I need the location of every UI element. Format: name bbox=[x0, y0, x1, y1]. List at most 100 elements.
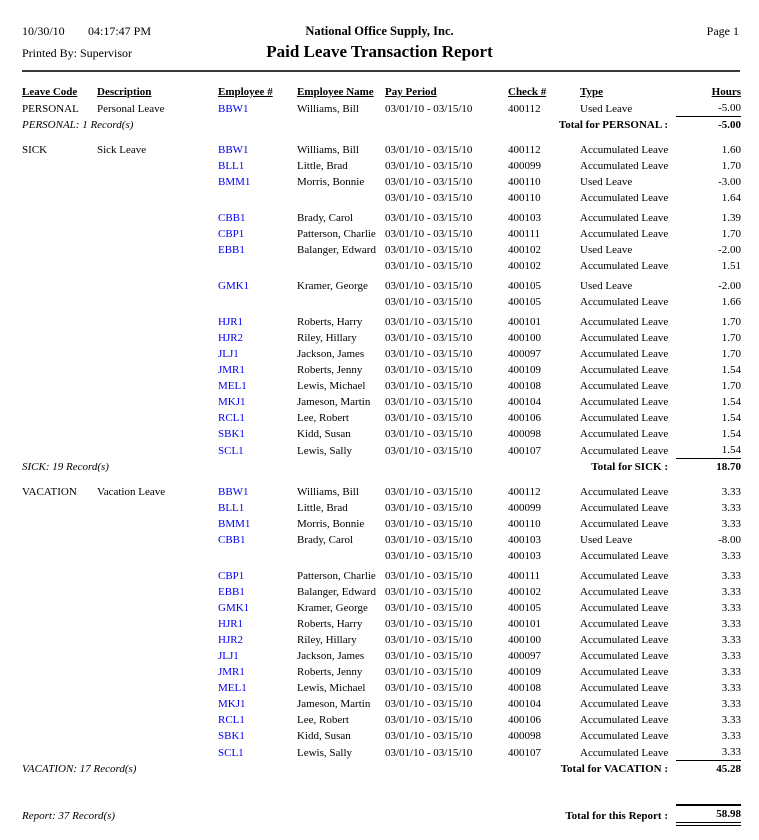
table-row: HJR1 Roberts, Harry 03/01/10 - 03/15/10 400… bbox=[22, 616, 741, 632]
report-date: 10/30/10 bbox=[22, 24, 65, 38]
employee-id-link[interactable]: SCL1 bbox=[218, 444, 244, 457]
employee-id-link[interactable]: EBB1 bbox=[218, 244, 245, 256]
check-number-cell: 400110 bbox=[508, 192, 541, 204]
employee-name-cell: Patterson, Charlie bbox=[297, 228, 376, 240]
description-cell bbox=[97, 378, 218, 394]
check-number-cell: 400111 bbox=[508, 228, 541, 240]
employee-id-link[interactable]: CBP1 bbox=[218, 570, 245, 582]
table-row: RCL1 Lee, Robert 03/01/10 - 03/15/10 400106… bbox=[22, 712, 741, 728]
employee-id-link[interactable]: BMM1 bbox=[218, 176, 251, 188]
employee-id-link[interactable]: SCL1 bbox=[218, 746, 244, 759]
employee-id-link[interactable]: JMR1 bbox=[218, 364, 245, 376]
employee-id-link[interactable]: CBP1 bbox=[218, 228, 245, 240]
employee-id-link[interactable]: HJR2 bbox=[218, 332, 244, 344]
section-total-label: Total for VACATION : bbox=[560, 763, 668, 775]
employee-id-link[interactable]: HJR2 bbox=[218, 634, 244, 646]
leave-type-cell: Accumulated Leave bbox=[580, 666, 669, 678]
leave-code-cell bbox=[22, 426, 97, 442]
hours-cell: 3.33 bbox=[721, 634, 741, 646]
hours-cell: 1.54 bbox=[721, 444, 741, 456]
hours-cell: 1.70 bbox=[721, 380, 741, 392]
employee-id-link[interactable]: EBB1 bbox=[218, 586, 245, 598]
employee-id-link[interactable]: GMK1 bbox=[218, 602, 250, 614]
leave-code-cell bbox=[22, 258, 97, 274]
employee-id-link[interactable]: BBW1 bbox=[218, 486, 249, 498]
leave-code-cell bbox=[22, 728, 97, 744]
hours-cell: 3.33 bbox=[721, 650, 741, 662]
employee-id-link[interactable]: BBW1 bbox=[218, 102, 249, 115]
description-cell bbox=[97, 680, 218, 696]
footer-gap bbox=[22, 786, 741, 805]
employee-id-link[interactable]: BMM1 bbox=[218, 518, 251, 530]
employee-id-link[interactable]: RCL1 bbox=[218, 412, 245, 424]
hours-cell: 3.33 bbox=[721, 698, 741, 710]
pay-period-cell: 03/01/10 - 03/15/10 bbox=[385, 650, 473, 662]
col-header-employee-name: Employee Name bbox=[297, 86, 374, 98]
check-number-cell: 400107 bbox=[508, 746, 541, 759]
employee-id-link[interactable]: JLJ1 bbox=[218, 348, 239, 360]
hours-cell: 3.33 bbox=[721, 618, 741, 630]
check-number-cell: 400108 bbox=[508, 380, 541, 392]
description-cell bbox=[97, 394, 218, 410]
employee-id-link[interactable]: RCL1 bbox=[218, 714, 245, 726]
pay-period-cell: 03/01/10 - 03/15/10 bbox=[385, 176, 473, 188]
employee-id-link[interactable]: MKJ1 bbox=[218, 698, 246, 710]
employee-id-link[interactable]: HJR1 bbox=[218, 316, 244, 328]
employee-id-link[interactable]: BBW1 bbox=[218, 144, 249, 156]
table-row: PERSONAL Personal Leave BBW1 Williams, Bill… bbox=[22, 100, 741, 117]
table-row: CBB1 Brady, Carol 03/01/10 - 03/15/10 40010… bbox=[22, 532, 741, 548]
table-row: 03/01/10 - 03/15/10 400105 Accumulated Lea… bbox=[22, 294, 741, 310]
employee-id-link[interactable]: JLJ1 bbox=[218, 650, 239, 662]
employee-id-link[interactable]: BLL1 bbox=[218, 160, 245, 172]
table-row: MEL1 Lewis, Michael 03/01/10 - 03/15/10 400… bbox=[22, 378, 741, 394]
pay-period-cell: 03/01/10 - 03/15/10 bbox=[385, 348, 473, 360]
pay-period-cell: 03/01/10 - 03/15/10 bbox=[385, 316, 473, 328]
description-cell bbox=[97, 330, 218, 346]
leave-code-cell bbox=[22, 242, 97, 258]
employee-id-link[interactable]: SBK1 bbox=[218, 730, 245, 742]
employee-id-link[interactable]: JMR1 bbox=[218, 666, 245, 678]
employee-name-cell: Lewis, Sally bbox=[297, 444, 352, 457]
description-cell bbox=[97, 600, 218, 616]
employee-id-link[interactable]: CBB1 bbox=[218, 212, 246, 224]
employee-id-link[interactable]: HJR1 bbox=[218, 618, 244, 630]
employee-name-cell: Williams, Bill bbox=[297, 144, 359, 156]
leave-type-cell: Accumulated Leave bbox=[580, 730, 669, 742]
leave-type-cell: Accumulated Leave bbox=[580, 518, 669, 530]
employee-id-link[interactable]: MEL1 bbox=[218, 380, 247, 392]
leave-type-cell: Accumulated Leave bbox=[580, 160, 669, 172]
check-number-cell: 400100 bbox=[508, 634, 541, 646]
leave-code-cell bbox=[22, 330, 97, 346]
pay-period-cell: 03/01/10 - 03/15/10 bbox=[385, 192, 473, 204]
section-total-row: VACATION: 17 Record(s) Total for VACATION… bbox=[22, 760, 741, 777]
employee-id-link[interactable]: MEL1 bbox=[218, 682, 247, 694]
leave-code-cell bbox=[22, 158, 97, 174]
leave-code-cell bbox=[22, 616, 97, 632]
check-number-cell: 400099 bbox=[508, 502, 541, 514]
employee-id-link[interactable]: MKJ1 bbox=[218, 396, 246, 408]
hours-cell: 1.51 bbox=[721, 260, 741, 272]
employee-id-link[interactable]: SBK1 bbox=[218, 428, 245, 440]
check-number-cell: 400110 bbox=[508, 518, 541, 530]
check-number-cell: 400097 bbox=[508, 348, 541, 360]
leave-transactions-table: Leave Code Description Employee # Employee … bbox=[22, 84, 741, 826]
leave-type-cell: Accumulated Leave bbox=[580, 746, 669, 759]
hours-cell: 3.33 bbox=[721, 502, 741, 514]
table-row: CBP1 Patterson, Charlie 03/01/10 - 03/15/1… bbox=[22, 226, 741, 242]
employee-id-link[interactable]: CBB1 bbox=[218, 534, 246, 546]
hours-cell: 3.33 bbox=[721, 682, 741, 694]
description-cell bbox=[97, 568, 218, 584]
hours-cell: 1.54 bbox=[721, 412, 741, 424]
leave-code-cell bbox=[22, 442, 97, 459]
employee-name-cell: Lewis, Michael bbox=[297, 380, 366, 392]
check-number-cell: 400098 bbox=[508, 428, 541, 440]
leave-type-cell: Accumulated Leave bbox=[580, 444, 669, 457]
hours-cell: 1.64 bbox=[721, 192, 741, 204]
employee-id-link[interactable]: BLL1 bbox=[218, 502, 245, 514]
check-number-cell: 400099 bbox=[508, 160, 541, 172]
table-row: RCL1 Lee, Robert 03/01/10 - 03/15/10 400106… bbox=[22, 410, 741, 426]
description-cell: Personal Leave bbox=[97, 102, 165, 115]
employee-id-link[interactable]: GMK1 bbox=[218, 280, 250, 292]
description-cell bbox=[97, 664, 218, 680]
